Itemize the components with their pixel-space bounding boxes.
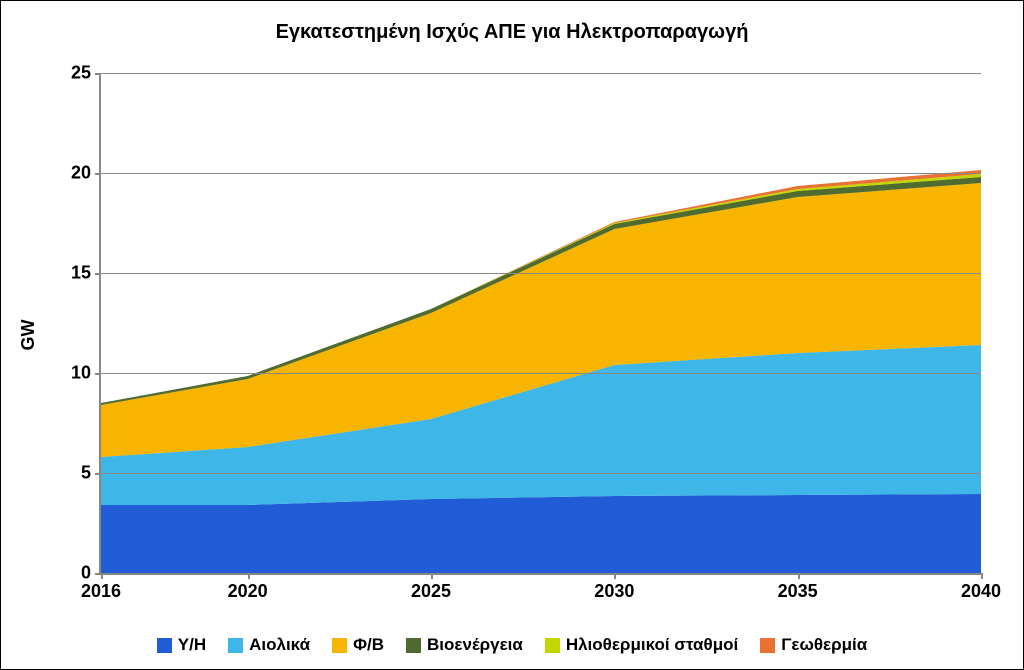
y-axis-label: GW bbox=[18, 320, 39, 351]
legend-label: Ηλιοθερμικοί σταθμοί bbox=[566, 635, 738, 655]
legend-item: Ηλιοθερμικοί σταθμοί bbox=[545, 635, 738, 655]
ytick-label: 20 bbox=[71, 163, 101, 184]
legend-swatch bbox=[228, 638, 243, 653]
ytick-label: 5 bbox=[81, 463, 101, 484]
legend-item: Αιολικά bbox=[228, 635, 310, 655]
legend-item: Γεωθερμία bbox=[760, 635, 867, 655]
gridline bbox=[101, 173, 981, 174]
chart-container: Εγκατεστημένη Ισχύς ΑΠΕ για Ηλεκτροπαραγ… bbox=[0, 0, 1024, 670]
legend-swatch bbox=[406, 638, 421, 653]
xtick-label: 2020 bbox=[228, 573, 268, 602]
area-0 bbox=[101, 494, 981, 573]
legend-item: Φ/Β bbox=[332, 635, 384, 655]
stacked-areas-svg bbox=[101, 73, 981, 573]
legend-swatch bbox=[157, 638, 172, 653]
gridline bbox=[101, 473, 981, 474]
gridline bbox=[101, 73, 981, 74]
plot-area: 0510152025201620202025203020352040 bbox=[99, 73, 981, 575]
legend: Υ/Η Αιολικά Φ/Β Βιοενέργεια Ηλιοθερμικοί στα… bbox=[1, 635, 1023, 655]
xtick-label: 2040 bbox=[961, 573, 1001, 602]
legend-swatch bbox=[545, 638, 560, 653]
legend-label: Φ/Β bbox=[353, 635, 384, 655]
legend-swatch bbox=[332, 638, 347, 653]
xtick-label: 2025 bbox=[411, 573, 451, 602]
xtick-label: 2030 bbox=[594, 573, 634, 602]
chart-title: Εγκατεστημένη Ισχύς ΑΠΕ για Ηλεκτροπαραγ… bbox=[1, 21, 1023, 44]
ytick-label: 25 bbox=[71, 63, 101, 84]
gridline bbox=[101, 373, 981, 374]
xtick-label: 2016 bbox=[81, 573, 121, 602]
legend-label: Αιολικά bbox=[249, 635, 310, 655]
legend-item: Βιοενέργεια bbox=[406, 635, 523, 655]
gridline bbox=[101, 273, 981, 274]
ytick-label: 10 bbox=[71, 363, 101, 384]
legend-item: Υ/Η bbox=[157, 635, 206, 655]
xtick-label: 2035 bbox=[778, 573, 818, 602]
legend-label: Βιοενέργεια bbox=[427, 635, 523, 655]
legend-label: Γεωθερμία bbox=[781, 635, 867, 655]
legend-swatch bbox=[760, 638, 775, 653]
legend-label: Υ/Η bbox=[178, 635, 206, 655]
ytick-label: 15 bbox=[71, 263, 101, 284]
